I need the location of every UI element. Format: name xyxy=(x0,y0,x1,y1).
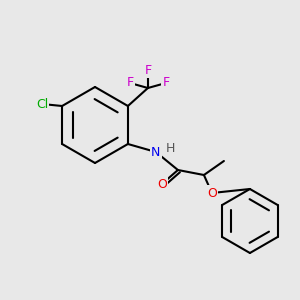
Text: F: F xyxy=(126,76,134,89)
Text: N: N xyxy=(151,146,160,158)
Text: F: F xyxy=(144,64,152,76)
Text: H: H xyxy=(166,142,176,154)
Text: O: O xyxy=(207,187,217,200)
Text: O: O xyxy=(157,178,167,190)
Text: F: F xyxy=(162,76,169,89)
Text: Cl: Cl xyxy=(36,98,48,110)
